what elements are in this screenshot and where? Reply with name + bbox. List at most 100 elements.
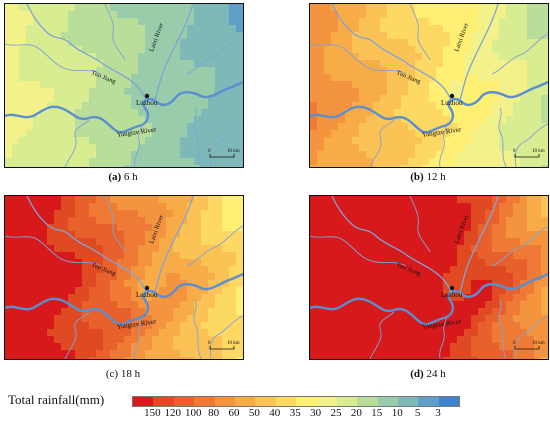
tributary-line bbox=[459, 196, 499, 293]
legend-tick-label: 15 bbox=[371, 407, 383, 419]
legend-swatch bbox=[377, 397, 399, 406]
legend-swatch bbox=[398, 397, 419, 406]
tributary-line bbox=[491, 225, 548, 267]
tributary-line bbox=[64, 119, 90, 167]
tributary-line bbox=[5, 43, 102, 75]
scale-bar: 0 10 km bbox=[208, 149, 240, 158]
tributary-line bbox=[310, 43, 407, 75]
tributary-line bbox=[5, 235, 102, 267]
tributary-line bbox=[134, 317, 142, 359]
legend-swatch bbox=[214, 397, 235, 406]
legend-tick-label: 20 bbox=[350, 407, 362, 419]
legend-swatch bbox=[438, 397, 460, 406]
legend-swatch bbox=[153, 397, 174, 406]
caption-b-letter: (b) bbox=[410, 171, 424, 183]
legend-ticks: 150 120 100 80 60 50 40 35 30 25 20 15 10 5 3 bbox=[132, 407, 522, 421]
city-marker bbox=[449, 285, 455, 291]
legend-swatch bbox=[234, 397, 256, 406]
caption-d-duration: 24 h bbox=[426, 368, 446, 380]
caption-a-letter: (a) bbox=[108, 171, 122, 183]
tributary-line bbox=[369, 311, 395, 359]
caption-d: (d) 24 h bbox=[309, 368, 547, 380]
tributary-line bbox=[26, 196, 148, 295]
city-label: Luzhou bbox=[136, 99, 158, 107]
caption-b: (b) 12 h bbox=[309, 171, 547, 183]
tributary-line bbox=[193, 107, 202, 167]
legend-tick-label: 120 bbox=[164, 407, 182, 419]
caption-b-duration: 12 h bbox=[426, 171, 446, 183]
tributary-line bbox=[439, 317, 447, 359]
caption-a-duration: 6 h bbox=[123, 171, 138, 183]
scale-bar: 0 10 km bbox=[208, 341, 240, 350]
panel-d: Luzhou Yangtze River Tuo Jiang Laixi River 0… bbox=[309, 195, 549, 360]
legend-swatch bbox=[275, 397, 297, 406]
city-label: Luzhou bbox=[136, 291, 158, 299]
legend-tick-label: 100 bbox=[184, 407, 202, 419]
legend-swatch bbox=[255, 397, 276, 406]
yangtze-river-line bbox=[310, 80, 548, 134]
caption-a: (a) 6 h bbox=[4, 171, 242, 183]
yangtze-river-line bbox=[5, 272, 243, 326]
legend-swatch bbox=[418, 397, 439, 406]
legend-swatch bbox=[173, 397, 195, 406]
legend-tick-label: 10 bbox=[391, 407, 403, 419]
legend-title: Total rainfall(mm) bbox=[8, 392, 105, 407]
legend-swatch bbox=[194, 397, 215, 406]
scale-zero-label: 0 bbox=[513, 341, 516, 346]
legend-tick-label: 30 bbox=[310, 407, 322, 419]
tributary-line bbox=[186, 33, 243, 75]
scale-bar: 0 10 km bbox=[513, 341, 545, 350]
legend-tick-label: 60 bbox=[228, 407, 240, 419]
scale-bar: 0 10 km bbox=[513, 149, 545, 158]
legend-tick-label: 80 bbox=[208, 407, 220, 419]
scale-distance-label: 10 km bbox=[532, 149, 545, 154]
city-label: Luzhou bbox=[441, 291, 463, 299]
tributary-line bbox=[64, 311, 90, 359]
tributary-line bbox=[409, 4, 431, 61]
city-marker bbox=[144, 285, 150, 291]
scale-distance-label: 10 km bbox=[532, 341, 545, 346]
scale-zero-label: 0 bbox=[208, 341, 211, 346]
tributary-line bbox=[369, 119, 395, 167]
panel-a: Luzhou Yangtze River Tuo Jiang Laixi River 0… bbox=[4, 3, 244, 168]
scale-distance-label: 10 km bbox=[227, 341, 240, 346]
legend-tick-label: 40 bbox=[269, 407, 281, 419]
legend-tick-label: 35 bbox=[289, 407, 301, 419]
city-label: Luzhou bbox=[441, 99, 463, 107]
tributary-line bbox=[498, 299, 507, 359]
panel-b: Luzhou Yangtze River Tuo Jiang Laixi River 0… bbox=[309, 3, 549, 168]
scale-distance-label: 10 km bbox=[227, 149, 240, 154]
panel-c: Luzhou Yangtze River Tuo Jiang Laixi River 0… bbox=[4, 195, 244, 360]
tributary-line bbox=[310, 235, 407, 267]
tributary-line bbox=[459, 4, 499, 101]
scale-zero-label: 0 bbox=[513, 149, 516, 154]
yangtze-river-line bbox=[310, 272, 548, 326]
tributary-line bbox=[154, 4, 194, 101]
caption-c: (c) 18 h bbox=[4, 368, 242, 380]
tributary-line bbox=[26, 4, 148, 103]
rainfall-grid bbox=[310, 196, 548, 359]
legend-tick-label: 5 bbox=[414, 407, 421, 419]
rainfall-grid bbox=[310, 4, 548, 167]
legend-tick-label: 3 bbox=[435, 407, 441, 419]
legend-swatch bbox=[133, 397, 154, 406]
tributary-line bbox=[331, 4, 453, 103]
tributary-line bbox=[154, 196, 194, 293]
legend-tick-label: 25 bbox=[330, 407, 342, 419]
caption-c-letter: (c) bbox=[105, 368, 119, 380]
caption-d-letter: (d) bbox=[410, 368, 424, 380]
scale-zero-label: 0 bbox=[208, 149, 211, 154]
legend-swatch bbox=[336, 397, 358, 406]
tributary-line bbox=[409, 196, 431, 253]
river-network bbox=[5, 196, 243, 359]
tributary-line bbox=[104, 4, 126, 61]
legend-swatch bbox=[296, 397, 317, 406]
legend-swatch bbox=[357, 397, 378, 406]
caption-c-duration: 18 h bbox=[120, 368, 141, 380]
tributary-line bbox=[439, 125, 447, 167]
tributary-line bbox=[104, 196, 126, 253]
tributary-line bbox=[331, 196, 453, 295]
